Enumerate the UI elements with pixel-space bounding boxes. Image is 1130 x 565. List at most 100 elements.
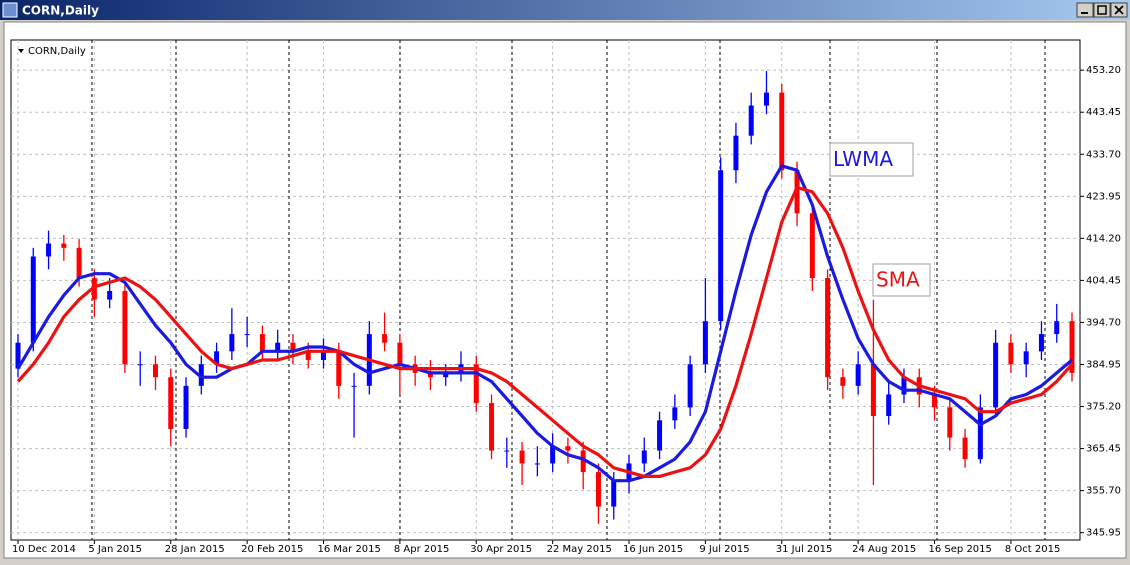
candle-body xyxy=(275,342,281,352)
candle-body xyxy=(657,420,663,451)
candle-body xyxy=(259,334,265,352)
y-tick-label: 443.45 xyxy=(1086,107,1121,118)
candle-body xyxy=(122,290,128,365)
candle-body xyxy=(168,377,174,429)
candle-body xyxy=(870,364,876,417)
candle-body xyxy=(397,342,403,365)
candle-body xyxy=(763,92,769,106)
candle-body xyxy=(198,364,204,386)
title-bar xyxy=(0,0,1130,20)
candle-body xyxy=(46,243,52,257)
candle-body xyxy=(1054,321,1060,335)
candle-body xyxy=(550,446,556,464)
candle-body xyxy=(901,377,907,395)
candle-body xyxy=(107,290,113,300)
candle-body xyxy=(473,364,479,404)
x-tick-label: 16 Sep 2015 xyxy=(929,544,992,555)
candle-body xyxy=(229,334,235,352)
y-tick-label: 384.95 xyxy=(1086,359,1121,370)
candle-body xyxy=(855,364,861,386)
y-tick-label: 414.20 xyxy=(1086,233,1121,244)
window-title: CORN,Daily xyxy=(22,4,99,18)
candle-body xyxy=(733,135,739,171)
candle-body xyxy=(993,342,999,408)
x-tick-label: 8 Oct 2015 xyxy=(1005,544,1060,555)
candle-body xyxy=(947,407,953,438)
x-tick-label: 8 Apr 2015 xyxy=(394,544,449,555)
y-tick-label: 453.20 xyxy=(1086,65,1121,76)
candle-body xyxy=(290,342,296,352)
candle-body xyxy=(611,480,617,507)
x-tick-label: 24 Aug 2015 xyxy=(852,544,916,555)
candle-body xyxy=(504,450,510,452)
candle-body xyxy=(718,170,724,322)
x-tick-label: 9 Jul 2015 xyxy=(699,544,749,555)
candle-body xyxy=(748,105,754,136)
candle-body xyxy=(809,213,815,279)
candle-body xyxy=(641,450,647,464)
candle-body xyxy=(702,321,708,365)
x-tick-label: 16 Jun 2015 xyxy=(623,544,683,555)
candle-body xyxy=(886,394,892,417)
restore-icon xyxy=(1097,5,1107,15)
chart-label: CORN,Daily xyxy=(28,46,86,57)
candle-body xyxy=(687,364,693,408)
window-buttons[interactable] xyxy=(1076,2,1128,18)
restore-button[interactable] xyxy=(1093,2,1111,18)
candle-body xyxy=(840,377,846,386)
y-tick-label: 404.45 xyxy=(1086,275,1121,286)
y-tick-label: 375.20 xyxy=(1086,402,1121,413)
candle-body xyxy=(1038,334,1044,352)
y-tick-label: 394.70 xyxy=(1086,317,1121,328)
candle-body xyxy=(321,351,327,360)
x-tick-label: 5 Jan 2015 xyxy=(88,544,142,555)
y-tick-label: 433.70 xyxy=(1086,149,1121,160)
y-tick-label: 365.45 xyxy=(1086,444,1121,455)
candle-body xyxy=(962,437,968,460)
candle-body xyxy=(1008,342,1014,365)
candle-body xyxy=(244,334,250,336)
candle-body xyxy=(427,372,433,378)
y-tick-label: 355.70 xyxy=(1086,486,1121,497)
candle-body xyxy=(779,92,785,171)
candle-body xyxy=(336,351,342,386)
candle-body xyxy=(61,243,67,248)
annotation-label: LWMA xyxy=(833,147,893,171)
minimize-button[interactable] xyxy=(1076,2,1094,18)
period-separators xyxy=(91,40,1046,540)
x-tick-label: 30 Apr 2015 xyxy=(470,544,532,555)
candle-body xyxy=(489,403,495,451)
candle-body xyxy=(382,334,388,343)
candle-body xyxy=(534,463,540,465)
close-icon xyxy=(1114,5,1124,15)
candle-body xyxy=(351,385,357,387)
x-tick-label: 10 Dec 2014 xyxy=(12,544,76,555)
ma-line xyxy=(16,185,1074,478)
candle-body xyxy=(580,450,586,473)
candle-body xyxy=(137,364,143,366)
y-tick-label: 345.95 xyxy=(1086,528,1121,539)
x-tick-label: 20 Feb 2015 xyxy=(241,544,303,555)
candle-body xyxy=(183,385,189,429)
candle-body xyxy=(305,351,311,360)
candle-body xyxy=(565,446,571,451)
annotation-label: SMA xyxy=(876,268,920,292)
candle-body xyxy=(1069,321,1075,373)
candle-body xyxy=(977,407,983,460)
candle-body xyxy=(672,407,678,421)
candle-body xyxy=(15,342,21,369)
x-tick-label: 16 Mar 2015 xyxy=(318,544,381,555)
candle-body xyxy=(932,394,938,408)
ma-line xyxy=(16,164,1074,483)
candle-body xyxy=(30,256,36,343)
annotation-box xyxy=(829,142,914,177)
chart-menu-arrow[interactable] xyxy=(18,49,24,53)
candle-body xyxy=(1023,351,1029,365)
x-tick-label: 31 Jul 2015 xyxy=(776,544,833,555)
y-tick-label: 423.95 xyxy=(1086,191,1121,202)
candle-body xyxy=(443,372,449,378)
candle-body xyxy=(76,247,82,279)
candle-body xyxy=(152,364,158,378)
candle-body xyxy=(519,450,525,464)
